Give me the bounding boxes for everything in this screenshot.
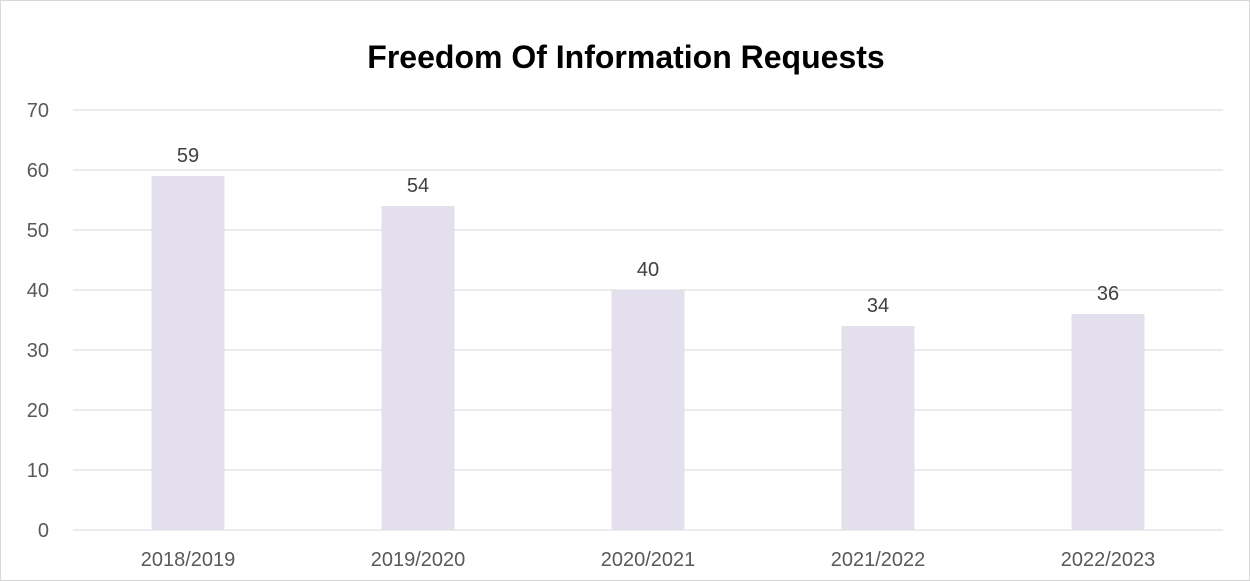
x-axis-ticks: 2018/2019 2019/2020 2020/2021 2021/2022 2022… xyxy=(141,549,1156,571)
data-labels: 59 54 40 34 36 xyxy=(177,145,1119,317)
bar xyxy=(611,290,685,530)
y-tick-label: 30 xyxy=(27,340,49,362)
data-label: 34 xyxy=(867,295,889,317)
chart-title: Freedom Of Information Requests xyxy=(367,39,885,75)
bar xyxy=(1071,314,1145,530)
x-tick-label: 2018/2019 xyxy=(141,549,236,571)
data-label: 36 xyxy=(1097,283,1119,305)
y-tick-label: 0 xyxy=(38,520,49,542)
bars xyxy=(151,176,1145,530)
y-tick-label: 70 xyxy=(27,100,49,122)
data-label: 59 xyxy=(177,145,199,167)
bar xyxy=(841,326,915,530)
x-tick-label: 2020/2021 xyxy=(601,549,696,571)
y-tick-label: 50 xyxy=(27,220,49,242)
y-tick-label: 10 xyxy=(27,460,49,482)
y-axis-ticks: 0 10 20 30 40 50 60 70 xyxy=(27,100,49,542)
x-tick-label: 2019/2020 xyxy=(371,549,466,571)
data-label: 40 xyxy=(637,259,659,281)
bar xyxy=(151,176,225,530)
x-tick-label: 2022/2023 xyxy=(1061,549,1156,571)
x-tick-label: 2021/2022 xyxy=(831,549,926,571)
data-label: 54 xyxy=(407,175,429,197)
bar xyxy=(381,206,455,530)
y-tick-label: 40 xyxy=(27,280,49,302)
y-tick-label: 20 xyxy=(27,400,49,422)
y-tick-label: 60 xyxy=(27,160,49,182)
